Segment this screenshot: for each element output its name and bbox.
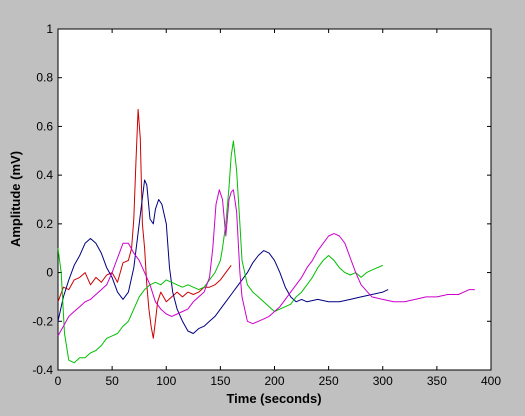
x-tick-label: 350 — [427, 374, 447, 388]
y-tick-label: 1 — [46, 22, 53, 36]
x-tick-label: 100 — [156, 374, 176, 388]
y-tick-label: 0.8 — [36, 71, 53, 85]
series-line-2 — [57, 179, 389, 334]
series-line-1 — [57, 108, 232, 339]
y-tick-label: -0.4 — [32, 363, 53, 377]
x-tick-label: 0 — [55, 374, 62, 388]
x-tick-label: 400 — [481, 374, 501, 388]
y-tick-label: 0.6 — [36, 119, 53, 133]
x-axis-ticks: 0 50 100 150 200 250 300 350 400 — [55, 29, 501, 388]
y-axis-ticks: -0.4 -0.2 0 0.2 0.4 0.6 0.8 1 — [32, 22, 491, 377]
y-tick-label: 0.4 — [36, 168, 53, 182]
x-tick-label: 250 — [319, 374, 339, 388]
x-tick-label: 150 — [210, 374, 230, 388]
y-tick-label: -0.2 — [32, 314, 53, 328]
series-line-3 — [57, 140, 383, 364]
y-axis-label: Amplitude (mV) — [8, 151, 23, 247]
x-tick-label: 200 — [264, 374, 284, 388]
x-tick-label: 50 — [105, 374, 119, 388]
y-tick-label: 0.2 — [36, 217, 53, 231]
plot-area — [57, 28, 492, 371]
y-tick-label: 0 — [46, 266, 53, 280]
x-axis-label: Time (seconds) — [226, 391, 321, 406]
series-line-4 — [57, 189, 475, 337]
series-group — [57, 108, 475, 364]
x-tick-label: 300 — [373, 374, 393, 388]
